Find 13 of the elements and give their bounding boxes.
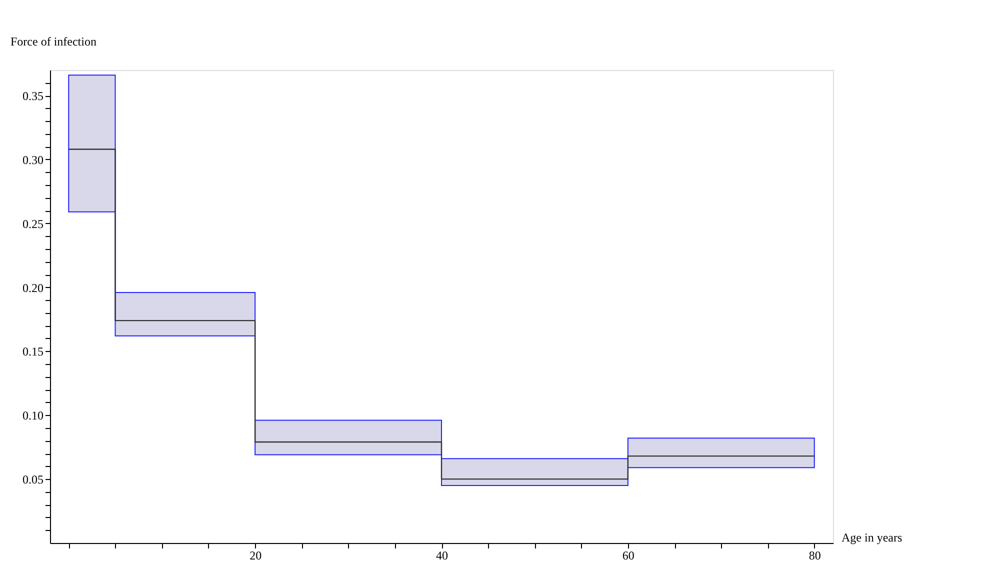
- x-tick-label: 20: [250, 548, 262, 562]
- y-tick-label: 0.05: [22, 472, 44, 487]
- x-tick-label: 80: [808, 548, 821, 562]
- y-tick-label: 0.20: [22, 280, 44, 295]
- y-tick-label: 0.25: [22, 216, 44, 231]
- y-tick-label: 0.30: [22, 152, 44, 167]
- x-axis-title: Age in years: [842, 530, 902, 544]
- y-tick-label: 0.10: [22, 408, 44, 423]
- y-axis-title: Force of infection: [10, 34, 96, 48]
- x-tick-label: 60: [622, 548, 634, 562]
- y-tick-label: 0.35: [22, 89, 44, 104]
- y-tick-label: 0.15: [22, 344, 44, 359]
- x-tick-label: 40: [436, 548, 448, 562]
